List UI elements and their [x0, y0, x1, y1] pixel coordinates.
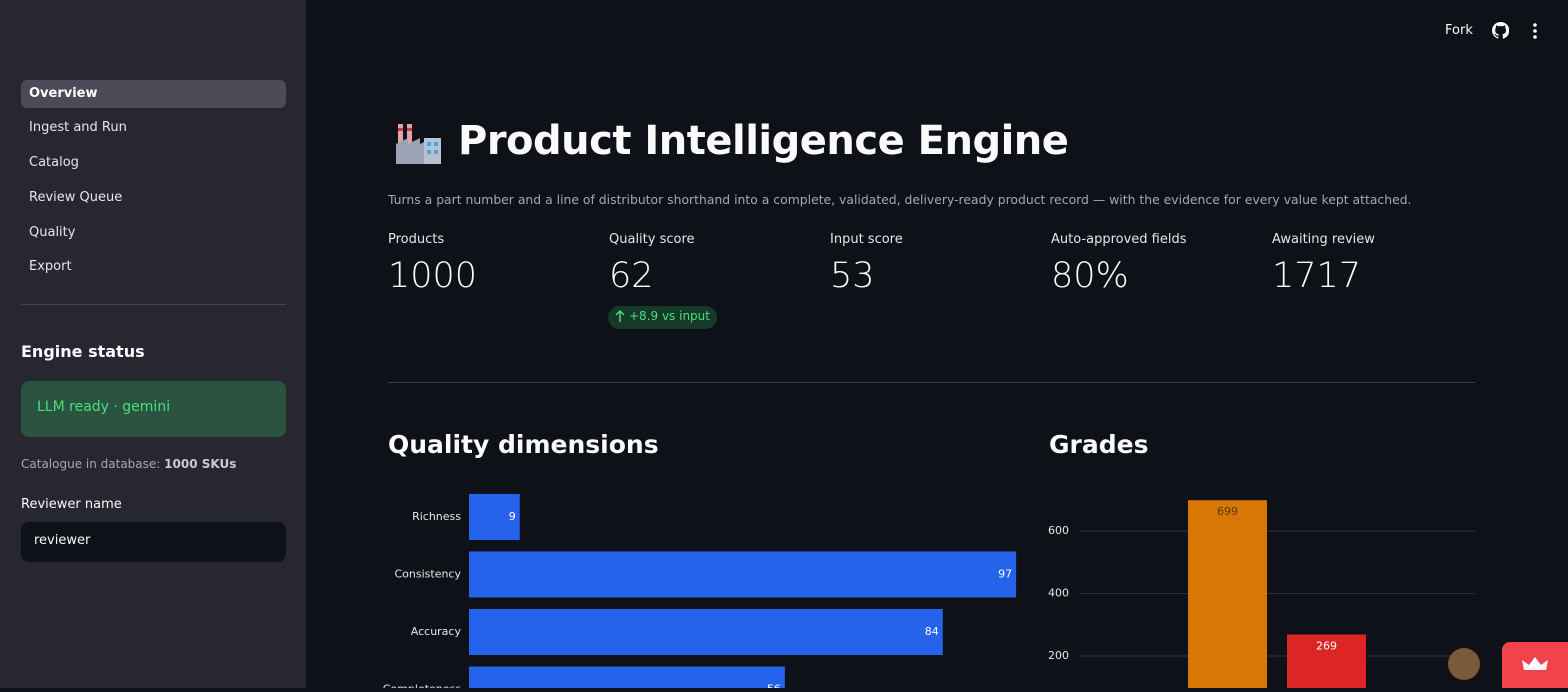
input-label: Reviewer name — [21, 497, 122, 512]
chart-title: Quality dimensions — [388, 430, 659, 459]
subtitle: Turns a part number and a line of distri… — [388, 192, 1412, 207]
bar — [469, 609, 943, 655]
metric-label: Input score — [830, 232, 903, 247]
fork-button[interactable]: Fork — [1445, 23, 1473, 38]
metric-label: Awaiting review — [1272, 232, 1375, 247]
nav-item[interactable]: Review Queue — [29, 190, 123, 205]
y-tick-label: Accuracy — [411, 625, 462, 638]
catalogue-label: Catalogue in database: — [21, 457, 161, 471]
status-box: LLM ready · gemini — [21, 381, 286, 437]
metric-value: 62 — [609, 256, 654, 296]
factory-icon — [396, 124, 441, 164]
y-tick-label: Richness — [412, 510, 461, 523]
nav-item[interactable]: Catalog — [29, 155, 79, 170]
catalogue-count: 1000 SKUs — [164, 457, 237, 471]
metric-label: Auto-approved fields — [1051, 232, 1187, 247]
y-tick-label: Consistency — [394, 568, 461, 581]
metric-value: 53 — [830, 256, 875, 296]
metric-value: 1717 — [1272, 256, 1362, 296]
section-title: Engine status — [21, 342, 145, 361]
bar-label: 84 — [925, 625, 939, 638]
bar — [1287, 634, 1366, 688]
bar — [469, 666, 785, 688]
crown-icon — [1522, 657, 1548, 670]
avatar[interactable] — [1448, 648, 1480, 680]
nav-item[interactable]: Overview — [21, 80, 286, 108]
arrow-up — [615, 309, 625, 322]
page-title: Product Intelligence Engine — [458, 118, 1069, 164]
sidebar: Overview Ingest and Run Catalog Review Q… — [0, 0, 306, 688]
github-icon[interactable] — [1492, 22, 1509, 39]
bar — [469, 494, 520, 540]
metric-label: Products — [388, 232, 445, 247]
bar-label: 269 — [1316, 640, 1337, 653]
text-input[interactable]: reviewer — [21, 522, 286, 562]
divider — [388, 382, 1475, 383]
metric-delta: +8.9 vs input — [608, 306, 717, 329]
bar-label: 9 — [509, 510, 516, 523]
catalogue-info: Catalogue in database: 1000 SKUs — [21, 457, 236, 471]
bar-label: 56 — [767, 683, 781, 689]
menu-icon[interactable] — [1530, 22, 1540, 40]
delta-text: +8.9 vs input — [629, 309, 710, 323]
y-tick-label: 200 — [1048, 649, 1069, 662]
y-tick-label: Completeness — [383, 683, 461, 689]
y-tick-label: 600 — [1048, 524, 1069, 537]
bar — [469, 551, 1017, 598]
divider — [21, 304, 286, 305]
y-tick-label: 400 — [1048, 587, 1069, 600]
metric-value: 1000 — [388, 256, 478, 296]
metric-label: Quality score — [609, 232, 695, 247]
badge[interactable] — [1502, 642, 1568, 688]
metric-value: 80% — [1051, 256, 1129, 296]
nav-item[interactable]: Quality — [29, 225, 76, 240]
nav-item[interactable]: Export — [29, 259, 72, 274]
chart-title: Grades — [1049, 430, 1149, 459]
bar-label: 699 — [1217, 505, 1238, 518]
nav-item[interactable]: Ingest and Run — [29, 120, 127, 135]
bar — [1188, 500, 1267, 688]
bar-label: 97 — [998, 568, 1012, 581]
